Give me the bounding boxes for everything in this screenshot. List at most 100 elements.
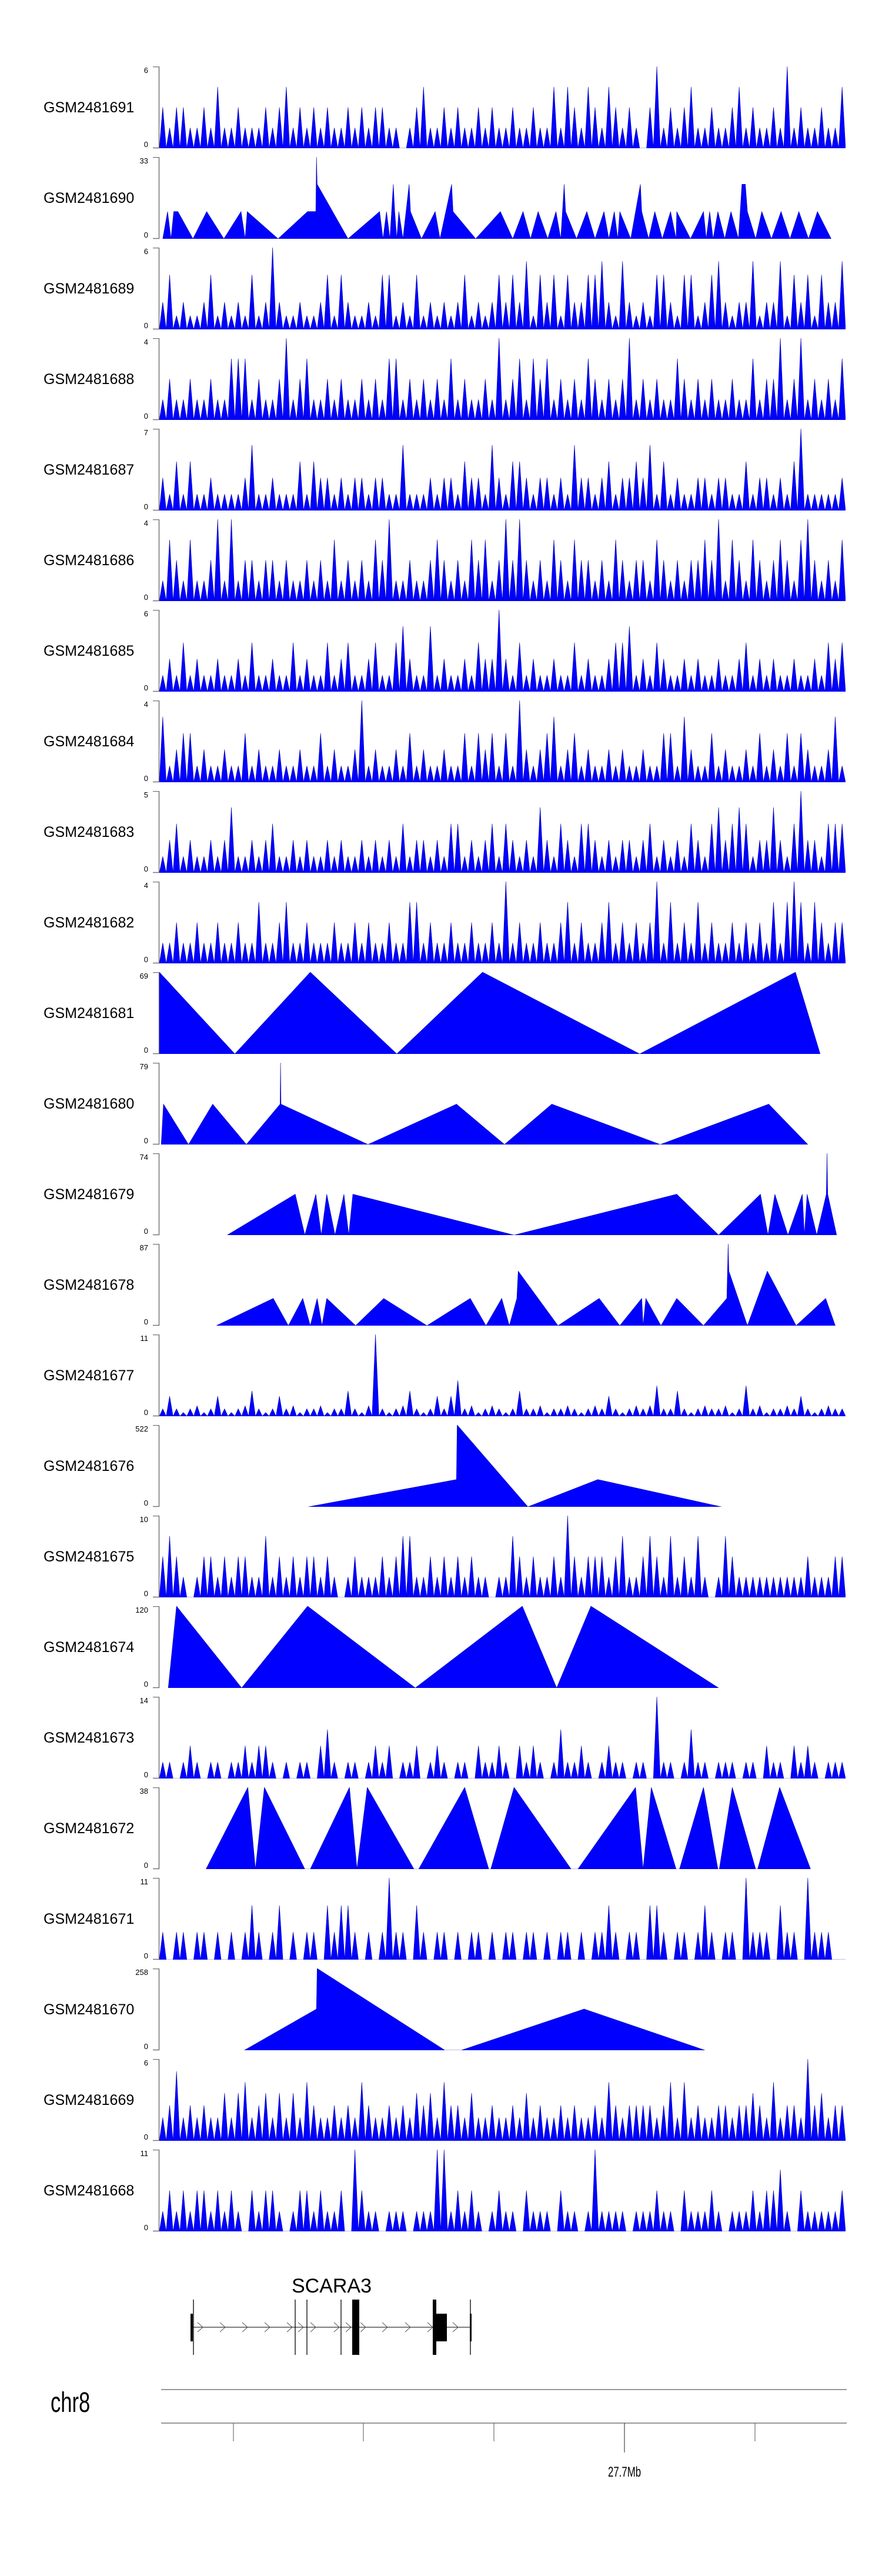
signal-area-GSM2481672 xyxy=(206,1787,811,1869)
track-label: GSM2481673 xyxy=(44,1729,135,1746)
track-label: GSM2481675 xyxy=(44,1548,135,1565)
track-plot xyxy=(159,1878,846,1960)
y-axis-min-label: 0 xyxy=(143,865,148,873)
y-axis-max-label: 14 xyxy=(139,1696,148,1705)
y-axis-max-label: 6 xyxy=(143,247,148,256)
track-plot xyxy=(308,1425,721,1507)
track-plot xyxy=(244,1968,705,2050)
chromosome-label: chr8 xyxy=(51,2387,91,2418)
y-axis xyxy=(153,248,160,330)
y-axis-max-label: 6 xyxy=(143,2058,148,2067)
y-axis-min-label: 0 xyxy=(143,1046,148,1055)
track-GSM2481684: GSM2481684 4 0 xyxy=(0,700,882,783)
track-GSM2481683: GSM2481683 5 0 xyxy=(0,791,882,873)
y-axis xyxy=(153,1968,160,2051)
y-axis xyxy=(153,972,160,1055)
y-axis-min-label: 0 xyxy=(143,683,148,692)
track-GSM2481668: GSM2481668 11 0 xyxy=(0,2149,882,2232)
track-plot xyxy=(168,1606,719,1688)
track-GSM2481676: GSM2481676 522 0 xyxy=(0,1425,882,1507)
y-axis-min-label: 0 xyxy=(143,774,148,783)
y-axis-max-label: 11 xyxy=(140,1334,149,1343)
y-axis-max-label: 69 xyxy=(139,972,148,980)
track-GSM2481673: GSM2481673 14 0 xyxy=(0,1696,882,1779)
signal-area-GSM2481675 xyxy=(159,1516,846,1597)
track-GSM2481681: GSM2481681 69 0 xyxy=(0,972,882,1055)
track-GSM2481674: GSM2481674 120 0 xyxy=(0,1606,882,1689)
track-label: GSM2481672 xyxy=(44,1820,135,1837)
track-GSM2481687: GSM2481687 7 0 xyxy=(0,429,882,511)
track-label: GSM2481681 xyxy=(44,1005,135,1022)
y-axis xyxy=(153,157,160,239)
track-GSM2481672: GSM2481672 38 0 xyxy=(0,1787,882,1870)
y-axis-min-label: 0 xyxy=(143,412,148,421)
exon-block xyxy=(352,2300,359,2355)
y-axis-max-label: 79 xyxy=(139,1062,148,1071)
track-label: GSM2481690 xyxy=(44,189,135,206)
track-label: GSM2481686 xyxy=(44,552,135,569)
y-axis xyxy=(153,1787,160,1870)
track-label: GSM2481683 xyxy=(44,823,135,840)
track-plot xyxy=(159,338,846,420)
y-axis xyxy=(153,700,160,783)
y-axis-max-label: 10 xyxy=(139,1515,148,1524)
signal-area-GSM2481686 xyxy=(159,519,846,601)
y-axis-min-label: 0 xyxy=(143,2223,148,2232)
y-axis-max-label: 4 xyxy=(143,338,148,346)
signal-area-GSM2481688 xyxy=(159,338,846,420)
track-GSM2481680: GSM2481680 79 0 xyxy=(0,1062,882,1145)
track-plot xyxy=(159,429,846,510)
y-axis-max-label: 74 xyxy=(139,1153,148,1162)
track-plot xyxy=(226,1153,837,1235)
signal-area-GSM2481684 xyxy=(159,700,846,782)
y-axis-min-label: 0 xyxy=(143,1589,148,1598)
track-label: GSM2481668 xyxy=(44,2182,135,2199)
signal-area-GSM2481691 xyxy=(159,66,846,148)
track-label: GSM2481687 xyxy=(44,461,135,478)
signal-area-GSM2481683 xyxy=(159,791,846,873)
y-axis-min-label: 0 xyxy=(143,1770,148,1779)
strand-chevron-icon xyxy=(264,2322,270,2333)
signal-area-GSM2481668 xyxy=(159,2150,846,2231)
strand-chevron-icon xyxy=(405,2322,411,2333)
y-axis-min-label: 0 xyxy=(143,1499,148,1507)
signal-area-GSM2481674 xyxy=(168,1606,719,1688)
utr-block xyxy=(470,2314,472,2341)
y-axis-max-label: 4 xyxy=(143,881,148,890)
track-GSM2481691: GSM2481691 6 0 xyxy=(0,66,882,149)
y-axis-max-label: 87 xyxy=(139,1243,148,1252)
strand-chevron-icon xyxy=(298,2322,304,2333)
y-axis-min-label: 0 xyxy=(143,1408,148,1417)
track-plot xyxy=(159,248,846,329)
track-label: GSM2481691 xyxy=(44,99,135,116)
track-GSM2481682: GSM2481682 4 0 xyxy=(0,881,882,964)
y-axis xyxy=(153,338,160,421)
signal-area-GSM2481687 xyxy=(159,429,846,510)
y-axis xyxy=(153,429,160,511)
track-plot xyxy=(159,66,846,148)
track-label: GSM2481676 xyxy=(44,1457,135,1474)
gene-name-label: SCARA3 xyxy=(291,2275,372,2297)
signal-area-GSM2481680 xyxy=(161,1063,808,1144)
y-axis xyxy=(153,1153,160,1236)
track-plot xyxy=(159,2059,846,2141)
y-axis-max-label: 11 xyxy=(140,2149,149,2158)
signal-area-GSM2481670 xyxy=(244,1968,705,2050)
y-axis-max-label: 5 xyxy=(143,790,148,799)
track-plot xyxy=(206,1787,811,1869)
signal-area-GSM2481678 xyxy=(216,1244,836,1326)
track-GSM2481679: GSM2481679 74 0 xyxy=(0,1153,882,1236)
y-axis-min-label: 0 xyxy=(143,2133,148,2141)
y-axis-min-label: 0 xyxy=(143,1861,148,1870)
y-axis xyxy=(153,1516,160,1598)
strand-chevron-icon xyxy=(345,2322,352,2333)
y-axis xyxy=(153,2150,160,2232)
y-axis xyxy=(153,1063,160,1145)
exon-block xyxy=(433,2300,436,2355)
y-axis xyxy=(153,1244,160,1326)
track-GSM2481675: GSM2481675 10 0 xyxy=(0,1515,882,1598)
track-plot xyxy=(162,157,831,239)
y-axis xyxy=(153,66,160,149)
y-axis-min-label: 0 xyxy=(143,502,148,511)
axis-tick-label: 27.7Mb xyxy=(608,2464,642,2480)
